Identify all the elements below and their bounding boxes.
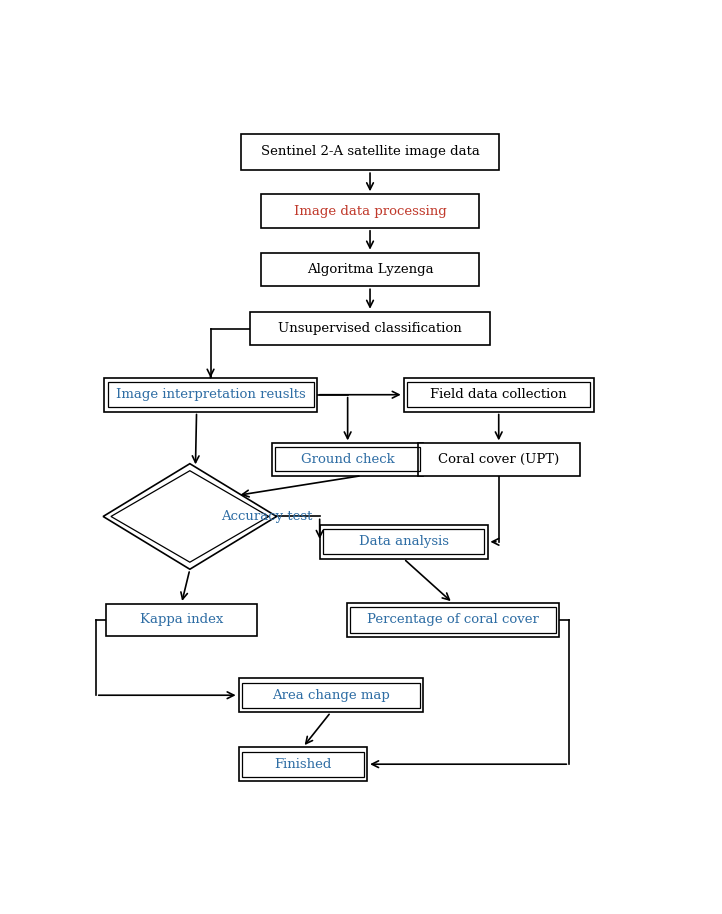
Text: Coral cover (UPT): Coral cover (UPT) <box>438 453 560 466</box>
Polygon shape <box>103 463 277 569</box>
Text: Area change map: Area change map <box>272 689 390 702</box>
Bar <box>238 748 367 781</box>
Text: Algoritma Lyzenga: Algoritma Lyzenga <box>307 263 433 276</box>
Text: Image data processing: Image data processing <box>294 205 446 218</box>
Bar <box>242 751 364 777</box>
Bar <box>404 377 593 411</box>
Text: Unsupervised classification: Unsupervised classification <box>278 322 462 335</box>
Bar <box>261 252 479 286</box>
Text: Percentage of coral cover: Percentage of coral cover <box>367 613 539 626</box>
Bar <box>417 443 580 475</box>
Bar <box>106 604 257 636</box>
Bar <box>241 133 499 170</box>
Bar <box>104 377 317 411</box>
Text: Accuracy test: Accuracy test <box>221 510 312 523</box>
Text: Field data collection: Field data collection <box>430 388 567 401</box>
Bar <box>323 529 484 555</box>
Text: Image interpretation reuslts: Image interpretation reuslts <box>116 388 305 401</box>
Bar <box>350 607 556 632</box>
Bar <box>272 443 423 475</box>
Text: Sentinel 2-A satellite image data: Sentinel 2-A satellite image data <box>261 145 479 158</box>
Bar <box>108 382 313 408</box>
Bar <box>250 312 490 345</box>
Bar <box>242 683 419 707</box>
Bar <box>320 525 487 558</box>
Text: Kappa index: Kappa index <box>140 613 223 626</box>
Text: Data analysis: Data analysis <box>359 536 448 548</box>
Bar <box>407 382 591 408</box>
Bar <box>276 448 419 472</box>
Bar <box>347 603 559 637</box>
Text: Finished: Finished <box>274 758 331 771</box>
Text: Ground check: Ground check <box>301 453 394 466</box>
Bar <box>238 678 423 712</box>
Bar <box>261 194 479 228</box>
